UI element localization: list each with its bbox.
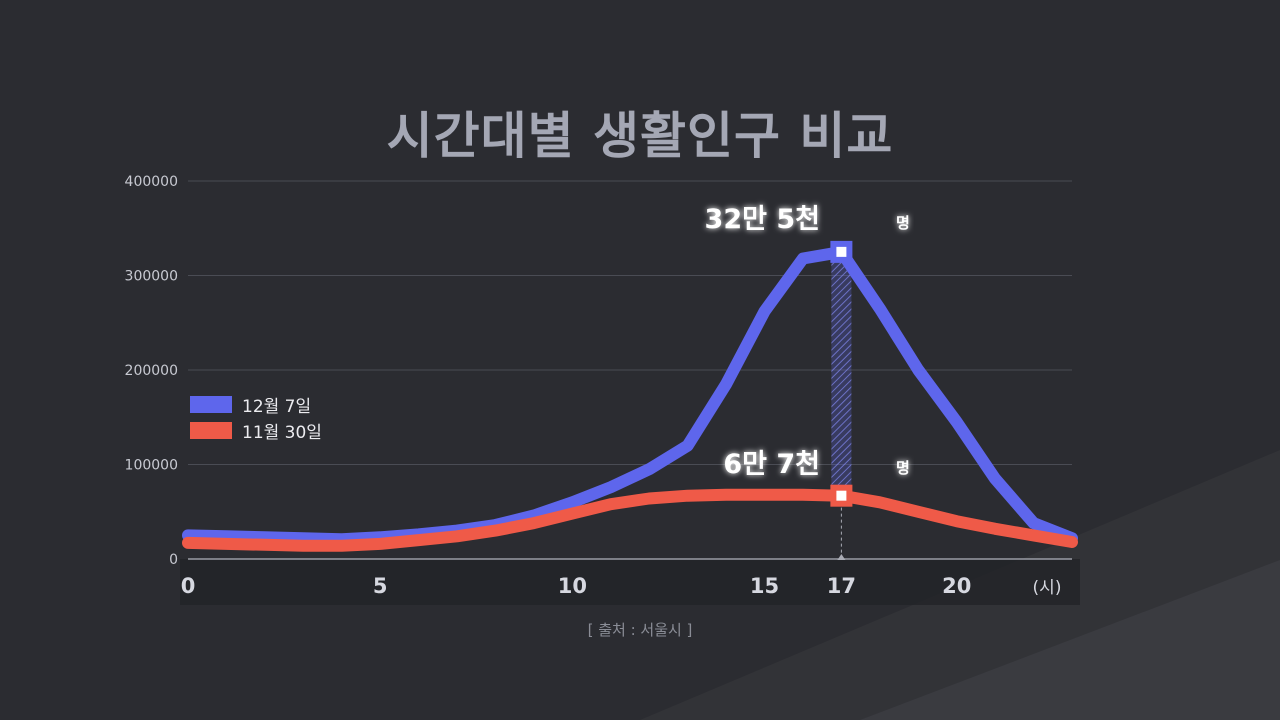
y-tick-label: 400000	[125, 174, 178, 190]
difference-band	[831, 251, 852, 496]
series-line-nov-30	[182, 488, 1078, 552]
y-tick-label: 0	[169, 552, 178, 568]
annotation-marker-center	[836, 490, 847, 501]
drop-line-marker	[837, 554, 846, 560]
annotation-value-label: 32만 5천	[705, 204, 820, 235]
legend-item: 12월 7일	[190, 394, 312, 417]
y-tick-label: 100000	[125, 458, 178, 474]
source-note: [ 출처 : 서울시 ]	[587, 621, 693, 639]
legend-item: 11월 30일	[190, 420, 322, 443]
series-line-dec-7	[182, 245, 1078, 546]
y-tick-label: 200000	[125, 363, 178, 379]
x-axis-band	[180, 559, 1080, 605]
x-tick-label: 10	[558, 574, 587, 598]
x-tick-label: 20	[942, 574, 971, 598]
legend-label: 11월 30일	[242, 422, 322, 443]
legend-label: 12월 7일	[242, 396, 312, 417]
x-unit-label: (시)	[1033, 578, 1062, 598]
x-tick-label: 15	[750, 574, 779, 598]
chart-title: 시간대별 생활인구 비교	[386, 107, 894, 165]
legend-swatch-12-7	[190, 395, 232, 413]
annotation-marker-center	[836, 246, 847, 257]
x-tick-label: 5	[373, 574, 388, 598]
x-tick-label: 0	[181, 574, 196, 598]
legend-swatch-11-30	[190, 421, 232, 439]
annotation-unit-label: 명	[896, 214, 910, 232]
background-shape	[860, 560, 1280, 720]
y-tick-label: 300000	[125, 269, 178, 285]
x-tick-label: 17	[827, 574, 856, 598]
annotation-value-label: 6만 7천	[723, 449, 820, 480]
annotation-unit-label: 명	[896, 459, 910, 477]
